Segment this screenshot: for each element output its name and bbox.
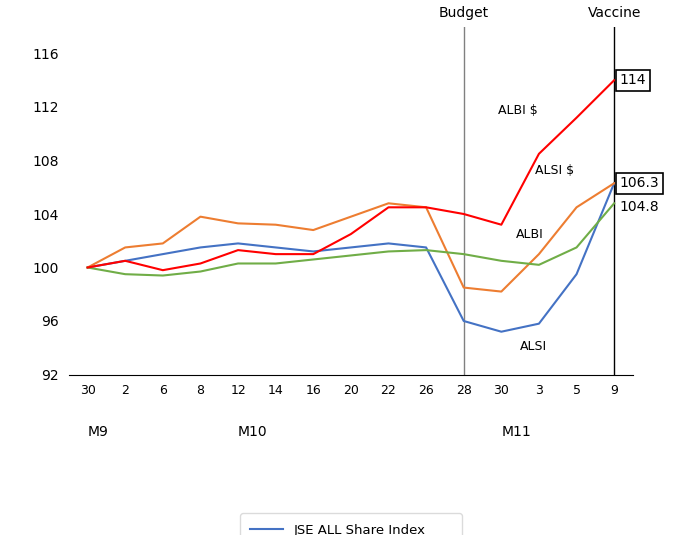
Text: Vaccine: Vaccine <box>588 6 641 20</box>
Legend: JSE ALL Share Index, JSE All Share Index USD, ALL Bond Index, All Bond Index USD: JSE ALL Share Index, JSE All Share Index… <box>240 513 462 535</box>
Text: 104.8: 104.8 <box>620 200 659 215</box>
Text: 106.3: 106.3 <box>620 176 659 190</box>
Text: M10: M10 <box>238 425 268 439</box>
Text: ALSI: ALSI <box>520 340 547 354</box>
Text: ALBI: ALBI <box>517 228 544 241</box>
Text: M9: M9 <box>87 425 109 439</box>
Text: ALSI $: ALSI $ <box>535 164 574 177</box>
Text: ALBI $: ALBI $ <box>497 104 537 117</box>
Text: M11: M11 <box>502 425 531 439</box>
Text: 114: 114 <box>620 73 646 87</box>
Text: Budget: Budget <box>439 6 488 20</box>
